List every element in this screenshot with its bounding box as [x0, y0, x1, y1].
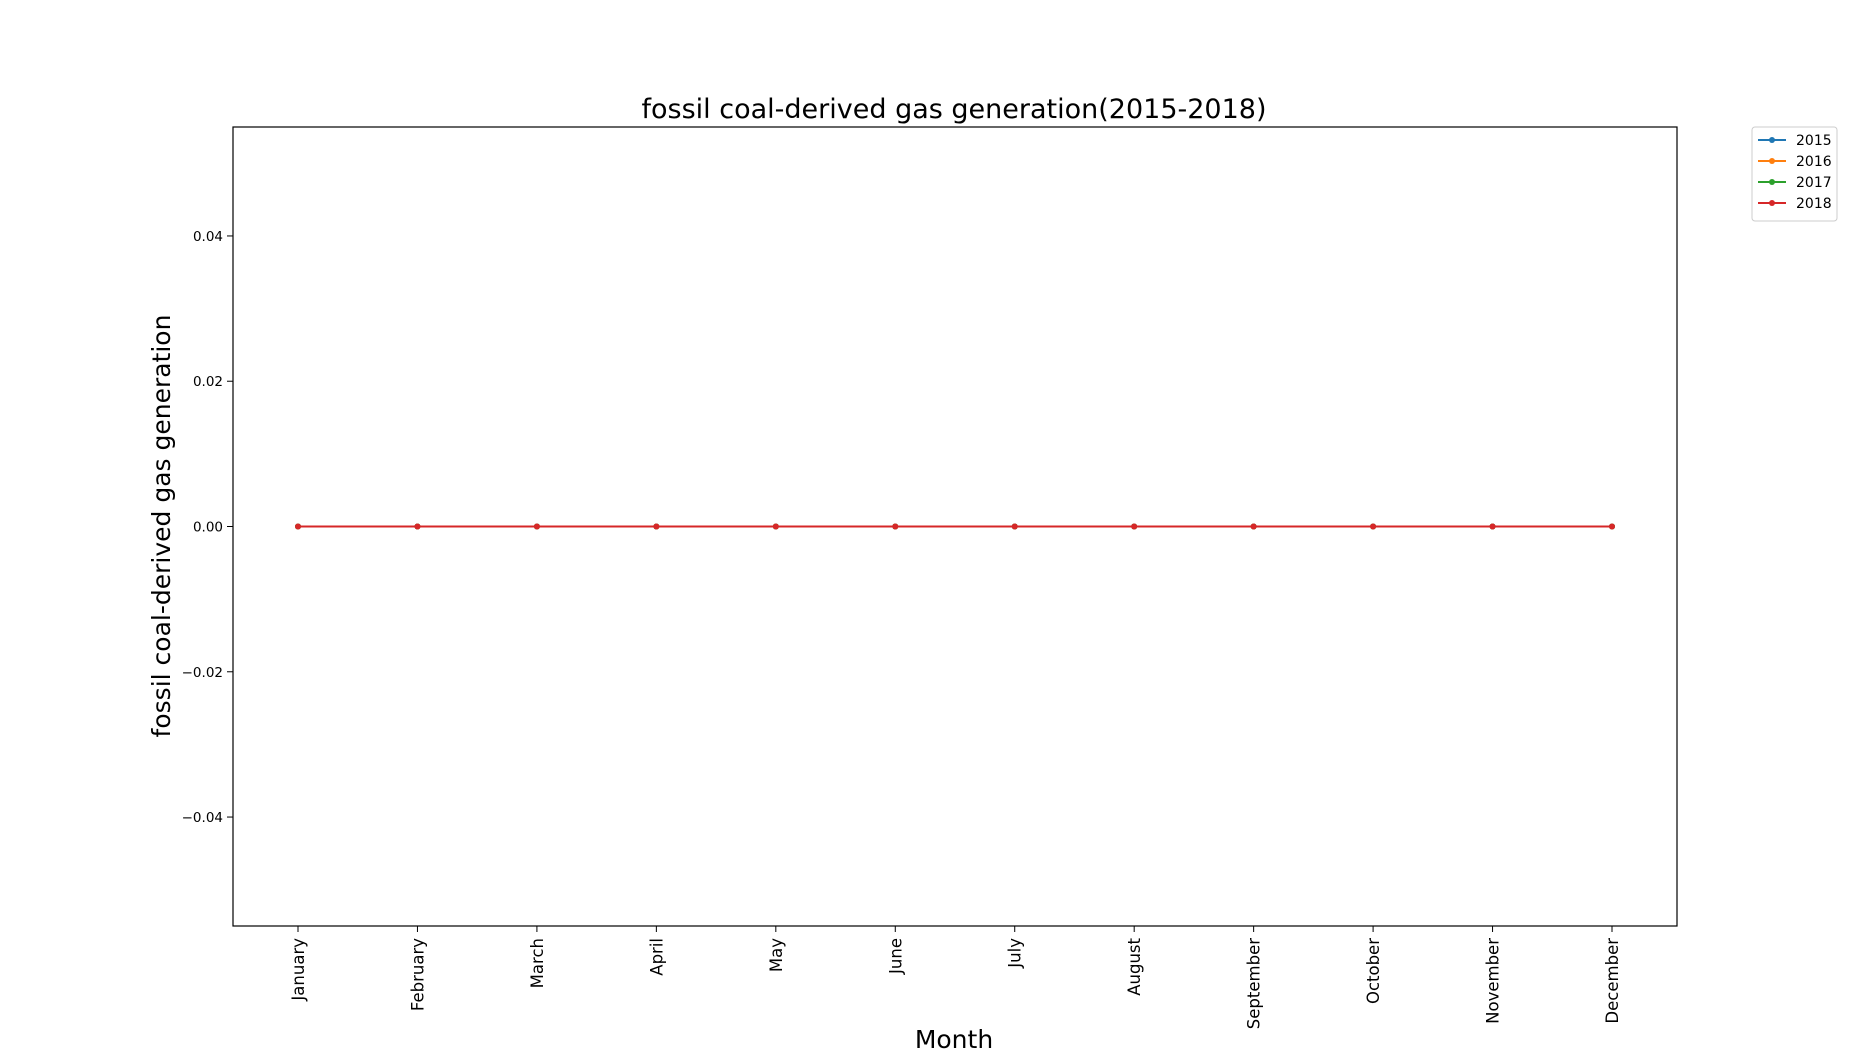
series-2018: [295, 523, 1615, 530]
legend: 2015 2016 2017 2018: [1751, 126, 1838, 222]
data-point-2018: [414, 523, 421, 530]
data-point-2018: [1250, 523, 1257, 530]
data-point-2018: [533, 523, 540, 530]
legend-box: [1751, 126, 1838, 222]
legend-item-2016: 2016: [1758, 154, 1832, 170]
x-axis: January February March April May June July Augu…: [289, 926, 1622, 1029]
x-tick-label: April: [647, 938, 666, 976]
x-tick-label: February: [408, 938, 427, 1011]
legend-item-2015: 2015: [1758, 133, 1832, 149]
data-point-2018: [1370, 523, 1377, 530]
x-axis-title: Month: [915, 1025, 993, 1050]
x-tick-label: January: [289, 938, 308, 1002]
legend-label: 2016: [1796, 154, 1832, 170]
plot-area: [295, 523, 1615, 530]
legend-label: 2017: [1796, 175, 1832, 191]
legend-swatch-marker: [1769, 158, 1775, 164]
legend-item-2018: 2018: [1758, 196, 1832, 212]
data-point-2018: [653, 523, 660, 530]
legend-swatch-marker: [1769, 179, 1775, 185]
x-tick-label: August: [1125, 937, 1144, 995]
y-axis: −0.04 −0.02 0.00 0.02 0.04: [182, 229, 233, 826]
y-tick-label: 0.00: [193, 520, 223, 536]
x-tick-label: July: [1006, 938, 1025, 969]
y-tick-label: 0.04: [193, 229, 223, 245]
legend-label: 2018: [1796, 196, 1832, 212]
chart-title: fossil coal-derived gas generation(2015-…: [642, 94, 1267, 125]
data-point-2018: [295, 523, 301, 530]
y-tick-label: 0.02: [193, 374, 223, 390]
x-tick-label: June: [886, 938, 905, 975]
data-point-2018: [1489, 523, 1496, 530]
data-point-2018: [1131, 523, 1138, 530]
legend-swatch-marker: [1769, 137, 1775, 143]
y-tick-label: −0.02: [182, 665, 223, 681]
y-tick-label: −0.04: [182, 810, 223, 826]
data-point-2018: [892, 523, 899, 530]
x-tick-label: September: [1245, 938, 1264, 1029]
legend-swatch-marker: [1769, 200, 1775, 206]
x-tick-label: May: [767, 938, 786, 972]
data-point-2018: [1011, 523, 1018, 530]
data-point-2018: [772, 523, 779, 530]
x-tick-label: October: [1364, 938, 1383, 1004]
legend-label: 2015: [1796, 133, 1832, 149]
data-point-2018: [1609, 523, 1615, 530]
legend-item-2017: 2017: [1758, 175, 1832, 191]
x-tick-label: November: [1484, 938, 1503, 1024]
x-tick-label: March: [528, 938, 547, 988]
x-tick-label: December: [1603, 938, 1622, 1024]
y-axis-title: fossil coal-derived gas generation: [147, 315, 176, 738]
